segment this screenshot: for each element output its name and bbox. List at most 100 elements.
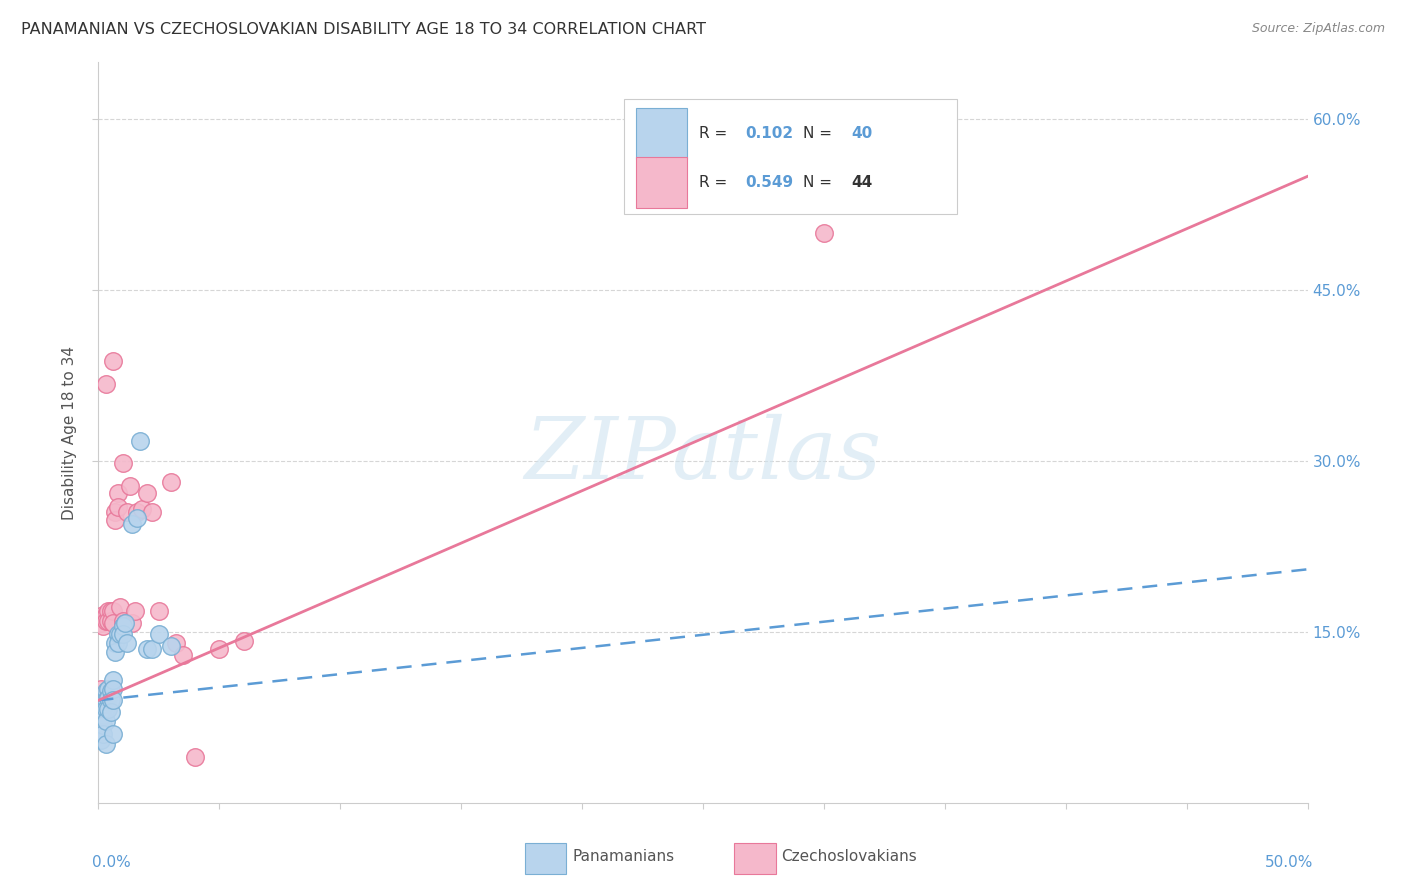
Point — [148, 604, 170, 618]
Point — [90, 615, 112, 630]
Point — [90, 725, 112, 739]
Point — [121, 615, 143, 630]
Point — [97, 684, 120, 698]
Point — [118, 479, 141, 493]
Point — [94, 702, 117, 716]
FancyBboxPatch shape — [624, 99, 957, 214]
Point — [232, 634, 254, 648]
Point — [101, 681, 124, 696]
Point — [91, 693, 114, 707]
Point — [101, 727, 124, 741]
Text: Czechoslovakians: Czechoslovakians — [782, 848, 917, 863]
Point — [104, 645, 127, 659]
Point — [100, 614, 122, 628]
Point — [111, 619, 134, 633]
Text: N =: N = — [803, 175, 837, 190]
Point — [107, 500, 129, 514]
Text: Source: ZipAtlas.com: Source: ZipAtlas.com — [1251, 22, 1385, 36]
Point — [148, 627, 170, 641]
Point — [101, 604, 124, 618]
Point — [114, 615, 136, 630]
Point — [108, 599, 131, 614]
Point — [97, 702, 120, 716]
Point — [100, 604, 122, 618]
Point — [91, 702, 114, 716]
Point — [100, 705, 122, 719]
Point — [104, 505, 127, 519]
Point — [160, 639, 183, 653]
Point — [94, 614, 117, 628]
Point — [97, 681, 120, 696]
Point — [90, 691, 112, 706]
Point — [107, 636, 129, 650]
Point — [111, 456, 134, 470]
Point — [90, 710, 112, 724]
Point — [94, 693, 117, 707]
Point — [97, 614, 120, 628]
Text: R =: R = — [699, 127, 733, 142]
Point — [94, 684, 117, 698]
Point — [165, 636, 187, 650]
Text: 44: 44 — [852, 175, 873, 190]
Text: 0.549: 0.549 — [745, 175, 793, 190]
Point — [100, 684, 122, 698]
Point — [104, 513, 127, 527]
Point — [104, 636, 127, 650]
Text: ZIPatlas: ZIPatlas — [524, 414, 882, 496]
Text: 50.0%: 50.0% — [1265, 855, 1313, 870]
FancyBboxPatch shape — [526, 843, 567, 874]
Point — [94, 737, 117, 751]
Point — [172, 648, 194, 662]
Point — [91, 727, 114, 741]
Point — [141, 642, 163, 657]
Point — [117, 636, 139, 650]
Point — [90, 681, 112, 696]
Point — [208, 642, 231, 657]
Point — [90, 718, 112, 732]
Point — [100, 693, 122, 707]
Text: 0.102: 0.102 — [745, 127, 793, 142]
Point — [131, 502, 153, 516]
Text: Panamanians: Panamanians — [572, 848, 675, 863]
Point — [97, 604, 120, 618]
FancyBboxPatch shape — [734, 843, 776, 874]
Point — [94, 688, 117, 702]
Point — [117, 505, 139, 519]
FancyBboxPatch shape — [637, 156, 688, 208]
Text: PANAMANIAN VS CZECHOSLOVAKIAN DISABILITY AGE 18 TO 34 CORRELATION CHART: PANAMANIAN VS CZECHOSLOVAKIAN DISABILITY… — [21, 22, 706, 37]
Point — [111, 614, 134, 628]
Point — [124, 604, 146, 618]
Point — [90, 733, 112, 747]
Text: R =: R = — [699, 175, 733, 190]
Point — [111, 619, 134, 633]
Point — [107, 486, 129, 500]
FancyBboxPatch shape — [637, 108, 688, 160]
Point — [107, 627, 129, 641]
Point — [135, 486, 157, 500]
Point — [94, 376, 117, 391]
Point — [94, 714, 117, 728]
Point — [101, 693, 124, 707]
Point — [91, 688, 114, 702]
Point — [91, 710, 114, 724]
Point — [114, 615, 136, 630]
Point — [121, 516, 143, 531]
Point — [813, 227, 835, 241]
Point — [94, 607, 117, 622]
Point — [127, 511, 149, 525]
Text: N =: N = — [803, 127, 837, 142]
Y-axis label: Disability Age 18 to 34: Disability Age 18 to 34 — [62, 345, 77, 520]
Point — [141, 505, 163, 519]
Point — [94, 693, 117, 707]
Point — [101, 615, 124, 630]
Point — [101, 354, 124, 368]
Text: 40: 40 — [852, 127, 873, 142]
Point — [91, 718, 114, 732]
Point — [101, 673, 124, 687]
Text: 0.0%: 0.0% — [93, 855, 131, 870]
Point — [111, 627, 134, 641]
Point — [127, 505, 149, 519]
Point — [184, 750, 207, 764]
Point — [135, 642, 157, 657]
Point — [91, 619, 114, 633]
